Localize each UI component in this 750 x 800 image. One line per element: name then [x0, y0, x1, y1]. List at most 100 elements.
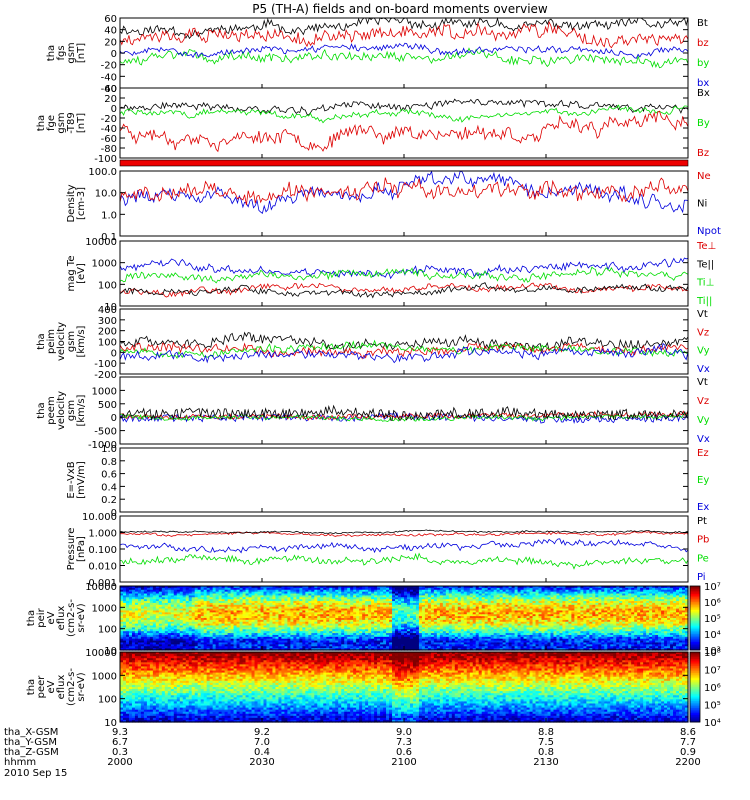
heatmap-cell	[233, 648, 238, 651]
heatmap-cell	[490, 593, 495, 597]
heatmap-cell	[326, 636, 330, 640]
heatmap-cell	[478, 625, 483, 629]
heatmap-cell	[338, 618, 342, 621]
heatmap-cell	[266, 599, 271, 602]
heatmap-cell	[305, 618, 309, 621]
heatmap-cell	[293, 644, 297, 647]
heatmap-cell	[305, 601, 309, 604]
heatmap-cell	[463, 625, 468, 629]
heatmap-cell	[140, 602, 145, 606]
heatmap-cell	[442, 623, 447, 627]
heatmap-cell	[523, 633, 528, 636]
heatmap-cell	[149, 614, 154, 617]
heatmap-cell	[236, 623, 241, 627]
heatmap-cell	[478, 631, 483, 634]
heatmap-cell	[439, 587, 444, 591]
heatmap-cell	[398, 589, 402, 593]
heatmap-cell	[359, 602, 363, 606]
heatmap-cell	[329, 586, 333, 589]
heatmap-cell	[398, 619, 402, 623]
heatmap-cell	[496, 610, 501, 613]
heatmap-cell	[120, 589, 124, 593]
heatmap-cell	[451, 629, 456, 632]
heatmap-cell	[478, 619, 483, 623]
heatmap-cell	[293, 612, 297, 615]
heatmap-cell	[290, 634, 294, 638]
heatmap-cell	[335, 610, 339, 613]
heatmap-cell	[418, 629, 423, 632]
heatmap-cell	[287, 631, 291, 634]
heatmap-cell	[299, 604, 303, 608]
heatmap-cell	[215, 589, 220, 593]
heatmap-cell	[185, 634, 190, 638]
heatmap-cell	[308, 601, 312, 604]
heatmap-cell	[146, 595, 151, 598]
heatmap-cell	[230, 625, 235, 629]
heatmap-cell	[293, 608, 297, 612]
heatmap-cell	[191, 599, 196, 602]
heatmap-cell	[227, 591, 232, 595]
heatmap-cell	[347, 587, 351, 591]
heatmap-cell	[508, 636, 513, 640]
heatmap-cell	[236, 629, 241, 632]
heatmap-cell	[418, 614, 423, 617]
heatmap-cell	[395, 587, 399, 591]
heatmap-cell	[152, 601, 157, 604]
heatmap-cell	[457, 593, 462, 597]
heatmap-cell	[517, 612, 522, 615]
heatmap-cell	[335, 616, 339, 619]
heatmap-cell	[191, 589, 196, 593]
heatmap-cell	[350, 606, 354, 610]
heatmap-cell	[179, 608, 184, 612]
heatmap-cell	[457, 591, 462, 595]
heatmap-cell	[254, 646, 259, 649]
heatmap-cell	[344, 648, 348, 651]
heatmap-cell	[454, 640, 459, 644]
heatmap-cell	[490, 646, 495, 649]
heatmap-cell	[409, 629, 414, 632]
heatmap-cell	[496, 631, 501, 634]
heatmap-cell	[326, 631, 330, 634]
heatmap-cell	[418, 612, 423, 615]
heatmap-cell	[185, 648, 190, 651]
heatmap-cell	[436, 631, 441, 634]
heatmap-cell	[185, 640, 190, 644]
heatmap-cell	[466, 642, 471, 645]
heatmap-cell	[209, 614, 214, 617]
heatmap-cell	[263, 593, 268, 597]
heatmap-cell	[260, 634, 265, 638]
heatmap-cell	[248, 608, 253, 612]
legend-entry: Vt	[697, 309, 708, 320]
heatmap-cell	[445, 597, 450, 600]
heatmap-cell	[481, 608, 486, 612]
heatmap-cell	[128, 623, 133, 627]
heatmap-cell	[281, 591, 286, 595]
heatmap-cell	[377, 602, 381, 606]
heatmap-cell	[359, 636, 363, 640]
heatmap-cell	[463, 640, 468, 644]
heatmap-cell	[308, 587, 312, 591]
heatmap-cell	[149, 633, 154, 636]
heatmap-cell	[311, 586, 315, 589]
heatmap-cell	[484, 587, 489, 591]
heatmap-cell	[120, 636, 124, 640]
heatmap-cell	[511, 631, 516, 634]
heatmap-cell	[317, 610, 321, 613]
heatmap-cell	[433, 606, 438, 610]
heatmap-cell	[350, 618, 354, 621]
heatmap-cell	[236, 589, 241, 593]
heatmap-cell	[383, 633, 387, 636]
heatmap-cell	[215, 610, 220, 613]
heatmap-cell	[365, 618, 369, 621]
heatmap-cell	[404, 646, 408, 649]
heatmap-cell	[532, 633, 537, 636]
heatmap-cell	[374, 604, 378, 608]
heatmap-cell	[212, 636, 217, 640]
heatmap-cell	[137, 614, 142, 617]
heatmap-cell	[278, 610, 283, 613]
heatmap-cell	[209, 606, 214, 610]
heatmap-cell	[323, 629, 327, 632]
heatmap-cell	[272, 587, 277, 591]
heatmap-cell	[365, 646, 369, 649]
heatmap-cell	[523, 604, 528, 608]
